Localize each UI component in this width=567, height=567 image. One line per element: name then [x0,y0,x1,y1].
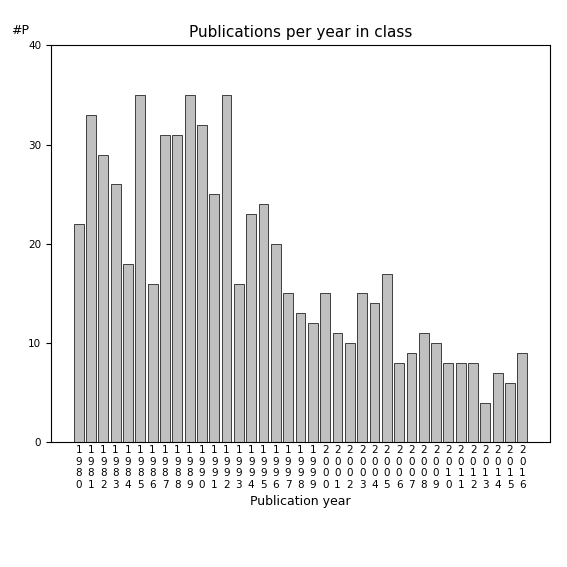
Bar [345,343,355,442]
Bar [295,313,306,442]
Bar [394,363,404,442]
Bar [333,333,342,442]
Bar [493,373,503,442]
Bar [382,274,392,442]
Bar [111,184,121,442]
Bar [370,303,379,442]
Bar [431,343,441,442]
Text: #P: #P [11,24,29,37]
Bar [419,333,429,442]
Bar [209,194,219,442]
Bar [456,363,466,442]
Bar [271,244,281,442]
Bar [185,95,194,442]
Bar [123,264,133,442]
Bar [284,294,293,442]
Title: Publications per year in class: Publications per year in class [189,25,412,40]
Bar [505,383,515,442]
Bar [74,224,83,442]
Bar [197,125,207,442]
Bar [98,155,108,442]
Bar [86,115,96,442]
Bar [147,284,158,442]
Bar [443,363,454,442]
Bar [246,214,256,442]
Bar [222,95,231,442]
Bar [518,353,527,442]
Bar [172,135,182,442]
Bar [136,95,145,442]
Bar [480,403,490,442]
Bar [234,284,244,442]
Bar [468,363,478,442]
Bar [308,323,318,442]
Bar [407,353,416,442]
X-axis label: Publication year: Publication year [250,496,351,509]
Bar [320,294,330,442]
Bar [259,204,268,442]
Bar [357,294,367,442]
Bar [160,135,170,442]
